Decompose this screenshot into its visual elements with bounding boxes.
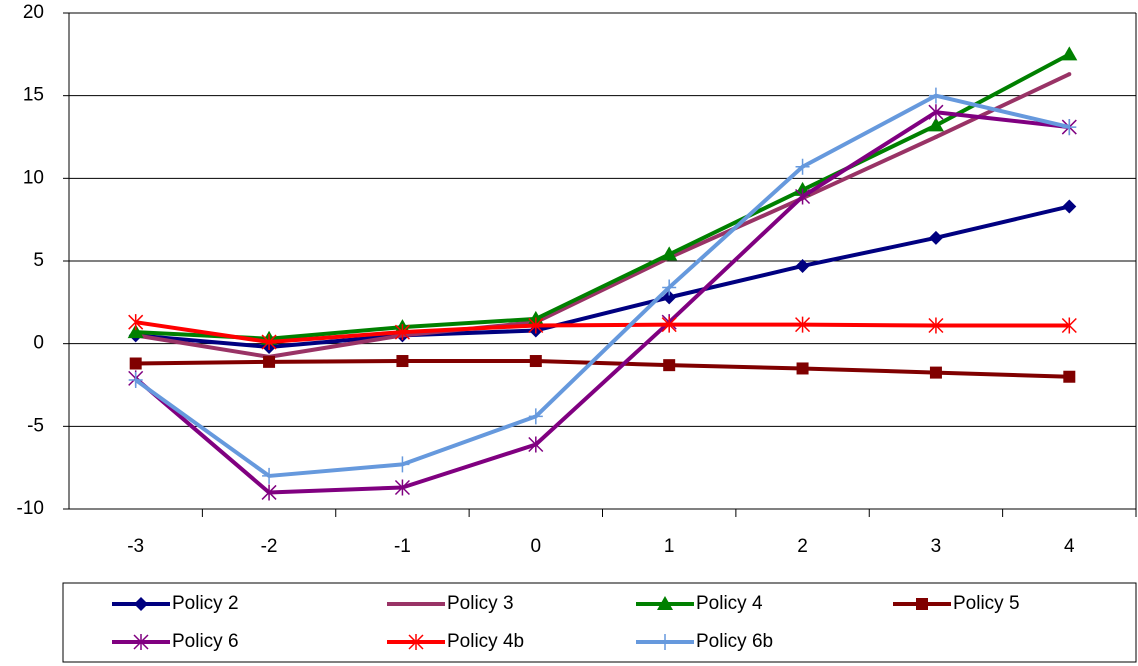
marker (795, 188, 811, 205)
marker (396, 355, 409, 368)
marker (128, 314, 144, 331)
y-tick-label: 15 (23, 85, 44, 106)
marker (658, 634, 672, 650)
marker (661, 316, 677, 333)
y-tick-label: -5 (27, 415, 44, 436)
y-tick-label: 10 (23, 167, 44, 188)
marker (528, 317, 544, 334)
legend-label: Policy 4 (696, 593, 763, 614)
marker (927, 117, 944, 132)
marker (134, 597, 148, 611)
marker (795, 316, 811, 333)
marker (261, 334, 277, 351)
legend-label: Policy 3 (447, 593, 514, 614)
y-tick-label: 5 (33, 250, 44, 271)
marker (929, 366, 942, 379)
series-line (134, 110, 1070, 495)
marker (408, 634, 424, 650)
x-tick-label: 1 (664, 536, 675, 557)
marker (1062, 119, 1077, 136)
marker (796, 362, 809, 375)
marker (1061, 317, 1077, 334)
marker (129, 357, 142, 370)
legend-box (62, 582, 1137, 663)
marker (661, 246, 678, 261)
series-line (135, 72, 1071, 359)
series-line (135, 204, 1070, 349)
x-tick-label: 2 (797, 536, 808, 557)
legend-label: Policy 6b (696, 631, 773, 652)
marker (261, 484, 277, 501)
y-tick-label: 0 (33, 333, 44, 354)
y-tick-label: -10 (17, 498, 44, 519)
y-tick-label: 20 (23, 2, 44, 23)
x-tick-label: 4 (1064, 536, 1075, 557)
point (933, 135, 938, 139)
legend-label: Policy 6 (172, 631, 239, 652)
marker (795, 258, 810, 273)
series-line (135, 52, 1071, 341)
marker (395, 456, 410, 473)
marker (528, 408, 543, 425)
marker (1062, 199, 1077, 214)
marker (128, 372, 143, 389)
marker (394, 324, 410, 341)
marker (262, 467, 277, 484)
series-line (135, 359, 1070, 379)
marker (662, 290, 677, 305)
marker (657, 596, 673, 610)
x-tick-label: -1 (394, 536, 411, 557)
marker (928, 230, 943, 245)
marker (529, 355, 542, 368)
marker (928, 104, 944, 121)
marker (528, 436, 544, 453)
x-tick-label: 0 (531, 536, 542, 557)
marker (1061, 46, 1078, 61)
point (1067, 72, 1072, 77)
x-tick-label: -2 (261, 536, 278, 557)
marker (1063, 370, 1076, 383)
marker (928, 317, 944, 334)
marker (263, 355, 276, 368)
marker (394, 479, 410, 496)
marker (928, 87, 943, 104)
legend-label: Policy 4b (447, 631, 524, 652)
marker (795, 158, 810, 175)
legend-label: Policy 5 (953, 593, 1020, 614)
marker (127, 324, 144, 339)
marker (133, 634, 149, 650)
x-tick-label: 3 (931, 536, 942, 557)
series-line (134, 93, 1070, 478)
series-line (135, 320, 1070, 345)
marker (916, 598, 928, 610)
x-tick-label: -3 (127, 536, 144, 557)
marker (663, 359, 676, 372)
marker (662, 279, 677, 296)
legend-label: Policy 2 (172, 593, 239, 614)
